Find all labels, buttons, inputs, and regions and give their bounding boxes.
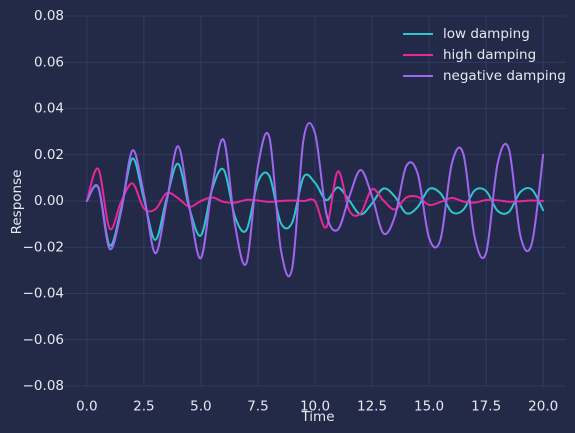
y-axis-label: Response xyxy=(9,170,25,235)
x-tick-label: 20.0 xyxy=(528,399,558,415)
x-tick-label: 12.5 xyxy=(357,399,387,415)
x-axis-label: Time xyxy=(300,409,334,425)
y-tick-label: −0.08 xyxy=(23,378,64,394)
y-tick-label: −0.04 xyxy=(23,286,64,302)
legend-label-low-damping: low damping xyxy=(443,26,530,42)
y-tick-label: 0.02 xyxy=(34,147,64,163)
y-tick-label: 0.08 xyxy=(34,8,64,24)
y-tick-label: −0.02 xyxy=(23,239,64,255)
legend-label-high-damping: high damping xyxy=(443,47,536,63)
x-tick-label: 7.5 xyxy=(247,399,268,415)
y-tick-label: −0.06 xyxy=(23,332,64,348)
y-tick-label: 0.06 xyxy=(34,54,64,70)
y-tick-label: 0.00 xyxy=(34,193,64,209)
x-tick-label: 17.5 xyxy=(471,399,501,415)
x-tick-label: 5.0 xyxy=(190,399,211,415)
x-tick-label: 0.0 xyxy=(76,399,97,415)
x-tick-label: 15.0 xyxy=(414,399,444,415)
legend-label-negative-damping: negative damping xyxy=(443,68,566,84)
y-tick-label: 0.04 xyxy=(34,101,64,117)
x-tick-label: 2.5 xyxy=(133,399,154,415)
